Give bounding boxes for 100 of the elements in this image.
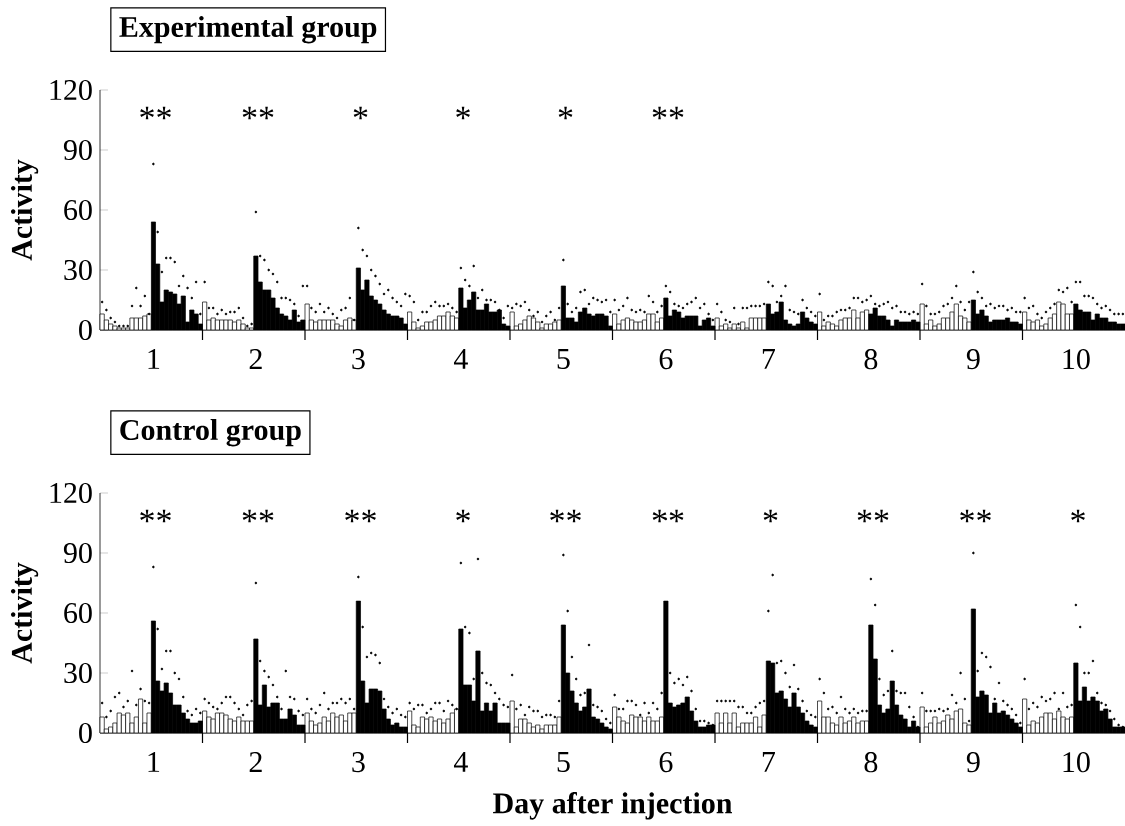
- bar: [1013, 321, 1019, 331]
- bar: [313, 321, 319, 331]
- bar: [526, 722, 532, 734]
- bar: [676, 311, 682, 331]
- bar: [368, 688, 374, 734]
- bar: [543, 323, 549, 331]
- bar: [458, 628, 464, 734]
- bar: [1000, 710, 1006, 734]
- bar: [693, 315, 699, 331]
- bar: [492, 702, 498, 734]
- bar: [458, 287, 464, 331]
- bar: [291, 309, 297, 331]
- annotation: **: [652, 509, 684, 523]
- annotation: **: [345, 509, 376, 523]
- bar: [394, 315, 400, 331]
- bar: [889, 680, 895, 734]
- bar: [385, 313, 391, 331]
- bar: [321, 716, 327, 734]
- x-tick-label: 2: [249, 349, 262, 369]
- bar: [731, 323, 737, 331]
- bar: [321, 319, 327, 331]
- x-tick-label: 5: [557, 752, 570, 772]
- bar: [526, 315, 532, 331]
- bar: [620, 319, 626, 331]
- annotation: **: [857, 509, 889, 523]
- y-tick-label: 120: [50, 79, 92, 101]
- bar: [355, 600, 361, 734]
- bar: [501, 722, 507, 734]
- bar: [1094, 313, 1100, 331]
- bar: [996, 319, 1002, 331]
- y-tick-label: 30: [64, 259, 92, 281]
- bar: [193, 313, 199, 331]
- bar: [723, 712, 729, 734]
- bar: [650, 720, 656, 734]
- annotation: *: [1071, 509, 1085, 523]
- bar: [791, 692, 797, 734]
- bar: [223, 319, 229, 331]
- bar: [650, 313, 656, 331]
- bar: [193, 722, 199, 734]
- bar: [475, 650, 481, 734]
- bar: [398, 317, 404, 331]
- annotation: *: [456, 106, 470, 120]
- bar: [518, 323, 524, 331]
- bar: [227, 319, 233, 331]
- x-tick-label: 8: [864, 752, 878, 773]
- bar: [970, 299, 976, 331]
- bar: [962, 317, 968, 331]
- bar: [283, 315, 289, 331]
- bar: [1116, 323, 1122, 331]
- bar: [1120, 323, 1125, 331]
- bar: [838, 319, 844, 331]
- bar: [1022, 698, 1028, 734]
- bar: [304, 712, 310, 734]
- bar: [731, 712, 737, 734]
- annotation: **: [242, 509, 274, 523]
- bar: [330, 712, 336, 734]
- x-tick-label: 9: [966, 349, 980, 370]
- bar: [599, 313, 605, 331]
- bar: [377, 303, 383, 331]
- bar: [684, 315, 690, 331]
- bar: [116, 712, 122, 734]
- bar: [394, 722, 400, 734]
- bar: [825, 321, 831, 331]
- bar: [210, 317, 216, 331]
- bar: [1030, 321, 1036, 331]
- bar: [253, 638, 259, 734]
- bar: [808, 321, 814, 331]
- bar: [419, 325, 425, 331]
- bar: [629, 319, 635, 331]
- bar: [868, 624, 874, 734]
- bar: [1073, 303, 1079, 331]
- bar: [590, 315, 596, 331]
- bar: [548, 724, 554, 734]
- bar: [108, 323, 114, 331]
- x-tick-label: 4: [453, 349, 468, 369]
- bar: [983, 694, 989, 734]
- bar: [992, 319, 998, 331]
- bar: [180, 295, 186, 331]
- y-tick-label: 120: [50, 482, 92, 504]
- bar: [569, 317, 575, 331]
- bar: [979, 309, 985, 331]
- annotation: *: [456, 509, 470, 523]
- bar: [612, 313, 618, 331]
- bar: [163, 289, 169, 331]
- bar: [599, 722, 605, 734]
- bar: [842, 317, 848, 331]
- bar: [287, 708, 293, 734]
- x-tick-label: 3: [352, 752, 365, 773]
- bar: [911, 319, 917, 331]
- bar: [535, 724, 541, 734]
- x-tick-label: 8: [864, 349, 878, 370]
- bar: [753, 716, 759, 734]
- bar: [227, 718, 233, 734]
- bar: [864, 309, 870, 331]
- bar: [223, 714, 229, 734]
- bar: [765, 303, 771, 331]
- bar: [432, 720, 438, 734]
- bar: [633, 321, 639, 331]
- bar: [881, 315, 887, 331]
- bar: [778, 690, 784, 734]
